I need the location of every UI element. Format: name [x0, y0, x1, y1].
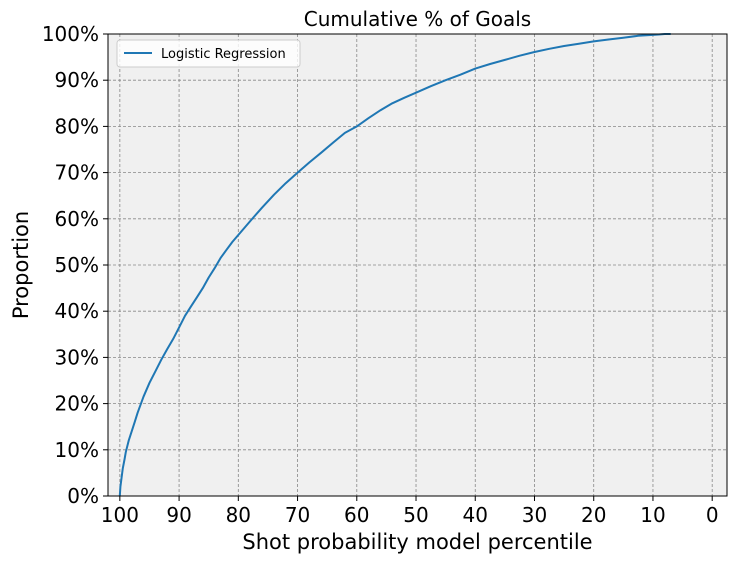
x-tick-label: 50	[403, 503, 428, 527]
legend: Logistic Regression	[116, 39, 301, 68]
x-tick-label: 40	[463, 503, 488, 527]
y-tick-label: 100%	[42, 22, 99, 46]
x-axis-title: Shot probability model percentile	[242, 530, 592, 554]
series-line	[118, 33, 671, 497]
y-tick-label: 40%	[55, 299, 99, 323]
x-tick-label: 0	[706, 503, 719, 527]
y-tick-label: 70%	[55, 161, 99, 185]
x-tick-label: 100	[101, 503, 139, 527]
series-layer	[118, 33, 671, 497]
y-tick-label: 90%	[55, 68, 99, 92]
y-tick-label: 30%	[55, 345, 99, 369]
y-axis-ticks: 0% 10% 20% 30% 40% 50% 60% 70% 80% 90% 100%	[42, 22, 108, 508]
y-tick-label: 80%	[55, 114, 99, 138]
y-axis-title: Proportion	[9, 211, 33, 319]
x-axis-ticks: 100 90 80 70 60 50 40 30 20 10 0	[101, 496, 719, 527]
legend-label: Logistic Regression	[161, 47, 286, 62]
plot-area-frame	[107, 33, 728, 497]
x-tick-label: 20	[581, 503, 606, 527]
legend-box	[116, 39, 301, 68]
y-tick-label: 20%	[55, 392, 99, 416]
chart-title: Cumulative % of Goals	[304, 7, 531, 31]
y-tick-label: 10%	[55, 438, 99, 462]
x-tick-label: 60	[344, 503, 369, 527]
y-tick-label: 0%	[67, 484, 99, 508]
y-tick-label: 50%	[55, 253, 99, 277]
x-tick-label: 10	[640, 503, 665, 527]
x-tick-label: 90	[166, 503, 191, 527]
x-tick-label: 70	[285, 503, 310, 527]
x-tick-label: 30	[522, 503, 547, 527]
y-tick-label: 60%	[55, 207, 99, 231]
x-tick-label: 80	[226, 503, 251, 527]
